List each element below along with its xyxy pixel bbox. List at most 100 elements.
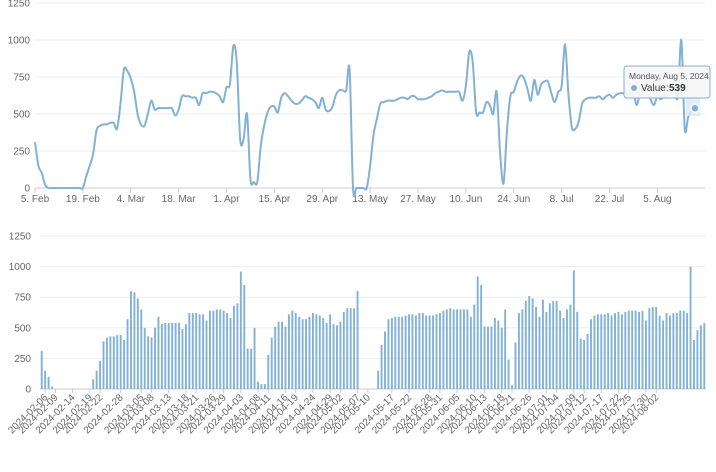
bar (566, 309, 568, 389)
bar (497, 320, 500, 389)
bar-y-tick-label: 1000 (9, 262, 32, 273)
bar (655, 306, 658, 389)
bar (167, 322, 170, 389)
bar (521, 309, 524, 389)
bar (157, 316, 160, 389)
bar (233, 305, 235, 389)
bar (644, 320, 647, 389)
bar (202, 314, 205, 389)
bar (524, 300, 527, 389)
bar (336, 325, 338, 389)
bar (641, 310, 644, 389)
bar (112, 336, 115, 389)
bar (459, 309, 462, 389)
bar (123, 340, 126, 389)
bar-y-tick-label: 1250 (9, 232, 32, 243)
bar (538, 316, 541, 389)
bar (614, 313, 616, 389)
bar (181, 329, 184, 389)
bar (425, 315, 428, 389)
bar (445, 309, 448, 389)
tooltip-label: Value: (641, 83, 669, 94)
bar (226, 313, 229, 389)
bar (610, 315, 613, 389)
bar (469, 316, 472, 389)
bar (329, 314, 332, 389)
bar (535, 306, 538, 389)
bar (507, 359, 510, 389)
bar (294, 313, 297, 389)
bar (284, 326, 287, 389)
bar (548, 303, 551, 389)
bar (665, 313, 668, 389)
bar (136, 298, 139, 389)
bar (517, 313, 520, 389)
bar (287, 314, 290, 389)
bar (408, 314, 410, 389)
bar (301, 319, 304, 389)
bar (669, 315, 671, 389)
bar (569, 304, 572, 389)
bar (456, 309, 459, 389)
bar (219, 309, 222, 389)
bar (662, 320, 665, 389)
bar (109, 336, 112, 389)
bar (212, 310, 215, 389)
bar (315, 314, 318, 389)
bar (432, 315, 435, 389)
bar (171, 322, 174, 389)
bar (188, 313, 191, 389)
bar (291, 310, 294, 389)
bar (528, 295, 531, 389)
bar (99, 360, 102, 389)
bar (92, 379, 95, 389)
line-x-tick-label: 8. Jul (550, 194, 574, 205)
bar (693, 340, 695, 389)
line-x-tick-label: 1. Apr (213, 194, 240, 205)
bar (150, 337, 153, 389)
line-x-tick-label: 22. Jul (595, 194, 624, 205)
bar (140, 309, 143, 389)
bar (651, 306, 654, 389)
bar (257, 381, 259, 389)
bar (631, 310, 634, 389)
bar (250, 348, 253, 389)
bar (617, 311, 620, 389)
bar (593, 315, 596, 389)
line-y-tick-label: 1250 (8, 0, 31, 10)
bar (44, 370, 47, 389)
bar (679, 310, 682, 389)
bar (260, 384, 263, 389)
bar (394, 316, 397, 389)
bar (675, 313, 678, 389)
bar (195, 313, 198, 389)
bar (222, 310, 225, 389)
bar (380, 344, 383, 389)
bar (143, 327, 146, 389)
tooltip-value: 539 (669, 83, 686, 94)
line-y-tick-label: 500 (13, 110, 30, 121)
bar (277, 321, 280, 389)
bar (205, 320, 208, 389)
bar (511, 385, 513, 389)
bar (215, 309, 218, 389)
bar (483, 326, 486, 389)
bar (40, 351, 43, 389)
tooltip-box (623, 65, 711, 99)
bar-y-tick-label: 500 (14, 323, 31, 334)
line-x-tick-label: 10. Jun (449, 194, 482, 205)
bar (102, 341, 105, 389)
bar (421, 313, 424, 389)
line-x-tick-label: 29. Apr (306, 194, 338, 205)
bar (627, 310, 630, 389)
line-x-tick-label: 19. Feb (66, 194, 100, 205)
bar (322, 318, 325, 389)
bar (174, 322, 177, 389)
line-y-tick-label: 1000 (8, 36, 31, 47)
bar (401, 316, 404, 389)
bar (342, 311, 345, 389)
bar (672, 313, 675, 389)
bar (476, 276, 479, 389)
bar (480, 284, 483, 389)
bar (305, 319, 308, 389)
